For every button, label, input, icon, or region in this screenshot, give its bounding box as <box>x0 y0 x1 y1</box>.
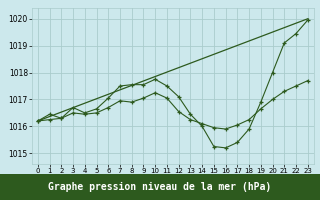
Text: Graphe pression niveau de la mer (hPa): Graphe pression niveau de la mer (hPa) <box>48 182 272 192</box>
